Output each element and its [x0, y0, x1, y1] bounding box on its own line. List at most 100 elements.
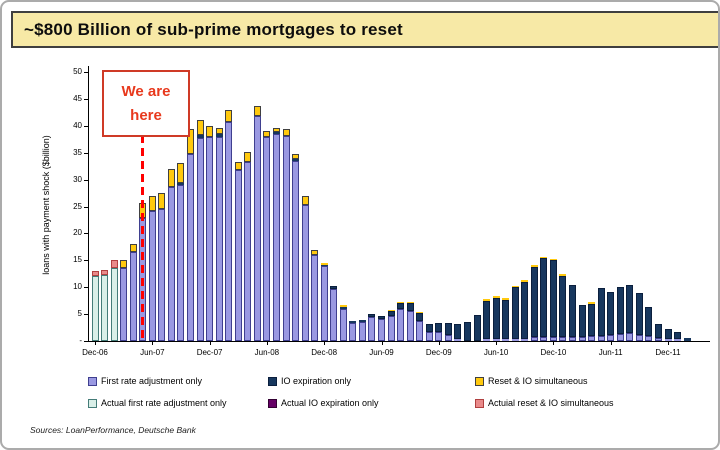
bar-segment-first_rate — [292, 160, 300, 341]
we-are-here-callout: We are here — [102, 70, 190, 137]
legend-item-first-rate: First rate adjustment only — [88, 376, 202, 386]
bar-segment-first_rate — [559, 336, 567, 341]
actual-io-expiration-swatch-icon — [268, 398, 277, 408]
bar-segment-io_expiration — [549, 260, 557, 337]
x-tick-label: Dec-08 — [311, 348, 338, 357]
y-axis-label: loans with payment shock ($billion) — [41, 135, 51, 275]
bar-segment-first_rate — [349, 322, 357, 341]
y-tick-label: 10 — [73, 282, 82, 292]
y-tick-label: 50 — [73, 67, 82, 76]
bar-segment-first_rate — [425, 331, 433, 341]
bar-segment-io_expiration — [454, 323, 462, 340]
source-text: Sources: LoanPerformance, Deutsche Bank — [30, 425, 196, 435]
bar-segment-io_expiration — [645, 307, 653, 336]
bar-segment-first_rate — [416, 320, 424, 341]
y-tick-label: 45 — [73, 93, 82, 103]
y-tick — [84, 179, 88, 181]
bar-segment-io_expiration — [473, 314, 481, 341]
legend-label: First rate adjustment only — [101, 376, 203, 386]
bar-segment-first_rate — [120, 267, 128, 341]
y-tick-label: 30 — [73, 174, 82, 184]
bar-segment-io_expiration — [358, 320, 366, 323]
bar-segment-io_expiration — [492, 297, 500, 340]
bar-segment-reset_io — [387, 309, 395, 312]
bar-segment-io_expiration — [463, 321, 471, 341]
legend-label: IO expiration only — [281, 376, 352, 386]
bar-segment-reset_io — [148, 195, 156, 211]
y-tick-label: 5 — [77, 309, 82, 319]
bar-segment-actual_first_rate — [91, 276, 99, 341]
x-tick-label: Dec-09 — [425, 348, 452, 357]
bar-segment-first_rate — [272, 134, 280, 341]
bar-segment-reset_io — [244, 152, 252, 162]
bar-segment-io_expiration — [406, 303, 414, 312]
bar-segment-io_expiration — [215, 133, 223, 137]
bar-segment-first_rate — [654, 337, 662, 341]
bar-segment-io_expiration — [578, 305, 586, 337]
x-tick — [266, 341, 268, 345]
bar-segment-first_rate — [435, 332, 443, 341]
legend-label: Actuial reset & IO simultaneous — [488, 398, 614, 408]
bar-segment-reset_io — [158, 193, 166, 209]
bar-segment-reset_io — [549, 258, 557, 261]
x-tick — [668, 341, 669, 345]
y-tick — [84, 314, 88, 316]
x-tick-label: Dec-11 — [655, 348, 681, 357]
bar-segment-first_rate — [483, 339, 491, 341]
bar-segment-io_expiration — [683, 338, 691, 341]
bar-segment-first_rate — [521, 338, 529, 341]
bar-segment-reset_io — [559, 274, 567, 276]
bar-segment-reset_io — [521, 280, 529, 282]
bar-segment-io_expiration — [292, 159, 300, 161]
bar-segment-reset_io — [120, 260, 128, 268]
bar-segment-reset_io — [483, 299, 491, 301]
bar-segment-first_rate — [502, 339, 510, 341]
bar-segment-io_expiration — [397, 303, 405, 309]
bar-segment-first_rate — [597, 335, 605, 341]
bar-segment-io_expiration — [177, 183, 185, 185]
y-tick-label: - — [79, 336, 82, 345]
bar-segment-first_rate — [674, 339, 682, 341]
bar-segment-first_rate — [234, 170, 242, 341]
bar-segment-io_expiration — [530, 266, 538, 338]
x-tick — [381, 341, 383, 345]
io-expiration-swatch-icon — [268, 376, 277, 386]
bar-segment-io_expiration — [521, 281, 529, 339]
bar-segment-reset_io — [588, 302, 596, 304]
x-tick — [209, 341, 211, 345]
bar-segment-first_rate — [511, 338, 519, 341]
bar-segment-first_rate — [263, 137, 271, 341]
bar-segment-reset_io — [263, 130, 271, 138]
bar-segment-first_rate — [397, 308, 405, 341]
bar-segment-first_rate — [339, 308, 347, 341]
bar-segment-first_rate — [616, 334, 624, 341]
bar-segment-io_expiration — [272, 132, 280, 135]
bar-segment-actual_reset_io — [110, 260, 118, 269]
bar-segment-reset_io — [292, 153, 300, 160]
legend-item-actual-first-rate: Actual first rate adjustment only — [88, 398, 227, 408]
bar-segment-first_rate — [454, 339, 462, 341]
bar-segment-reset_io — [253, 106, 261, 116]
y-tick — [84, 125, 88, 127]
bar-segment-reset_io — [234, 161, 242, 171]
bar-segment-io_expiration — [320, 264, 328, 267]
first-rate-swatch-icon — [88, 376, 97, 386]
x-tick — [95, 341, 96, 345]
legend-item-reset-io: Reset & IO simultaneous — [475, 376, 588, 386]
bar-segment-first_rate — [569, 336, 576, 341]
bar-segment-io_expiration — [502, 299, 510, 340]
x-tick — [324, 341, 326, 345]
bar-segment-reset_io — [177, 163, 185, 184]
y-tick-label: 20 — [73, 228, 82, 238]
bar-segment-first_rate — [387, 315, 395, 341]
bar-segment-first_rate — [444, 334, 452, 341]
bar-segment-reset_io — [311, 249, 319, 256]
bar-segment-first_rate — [406, 311, 414, 341]
bar-segment-reset_io — [187, 129, 194, 155]
y-tick-label: 40 — [73, 120, 82, 130]
bar-segment-first_rate — [215, 136, 223, 341]
bar-segment-actual_reset_io — [101, 269, 109, 276]
bar-segment-io_expiration — [387, 311, 395, 316]
title-banner: ~$800 Billion of sub-prime mortgages to … — [11, 11, 720, 48]
